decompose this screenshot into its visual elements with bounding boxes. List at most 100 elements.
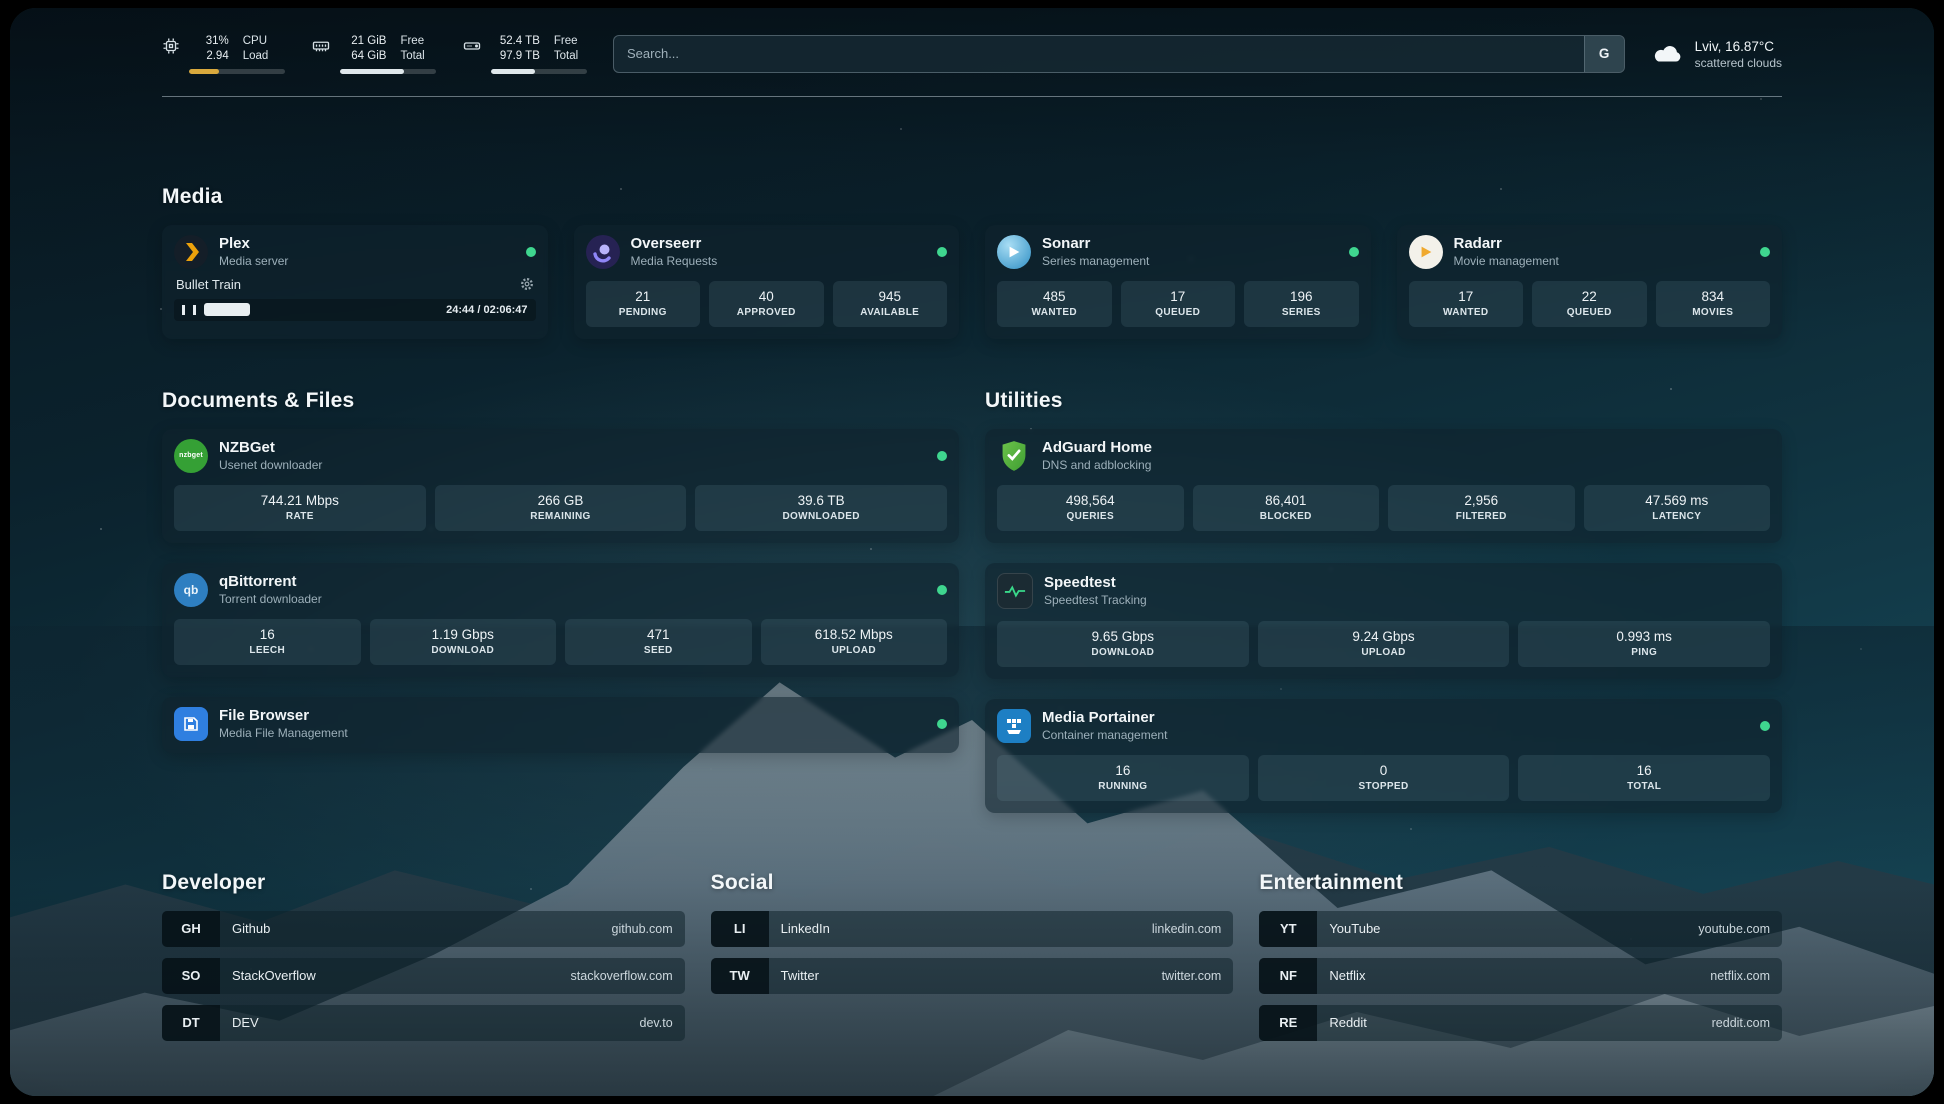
service-card-sonarr[interactable]: Sonarr Series management 485 WANTED 17 QUE… xyxy=(985,224,1371,339)
stat-value: 16 xyxy=(259,627,275,643)
progress-track[interactable] xyxy=(204,303,438,317)
bookmark-url: linkedin.com xyxy=(1151,921,1222,936)
section-title-social: Social xyxy=(710,870,774,894)
stat-value: 618.52 Mbps xyxy=(814,627,893,643)
stat-label: SERIES xyxy=(1281,307,1321,319)
status-online-dot xyxy=(937,450,947,461)
service-card-plex[interactable]: Plex Media server Bullet Train xyxy=(162,224,548,339)
weather-location: Lviv, 16.87°C xyxy=(1694,39,1775,55)
search-input[interactable] xyxy=(614,35,1584,72)
memory-widget: 21 GiB Free 64 GiB Total xyxy=(311,34,436,74)
bookmark-linkedin[interactable]: LI LinkedIn linkedin.com xyxy=(710,910,1234,947)
card-header: Sonarr Series management xyxy=(997,234,1359,269)
service-subtitle: Usenet downloader xyxy=(219,458,323,473)
documents-column: Documents & Files nzbget NZBGet Usenet d… xyxy=(162,389,959,753)
service-stats: 16 RUNNING 0 STOPPED 16 TOTAL xyxy=(997,754,1770,801)
adguard-icon xyxy=(997,439,1031,473)
service-card-adguard[interactable]: AdGuard Home DNS and adblocking 498,564 Q… xyxy=(985,428,1782,543)
stat-download: 1.19 Gbps DOWNLOAD xyxy=(369,618,556,665)
service-title: Speedtest xyxy=(1044,574,1116,592)
status-online-dot xyxy=(937,718,947,729)
stat-blocked: 86,401 BLOCKED xyxy=(1192,484,1379,531)
service-stats: 485 WANTED 17 QUEUED 196 SERIES xyxy=(997,280,1359,327)
stat-upload: 9.24 Gbps UPLOAD xyxy=(1257,620,1510,667)
weather-widget: Lviv, 16.87°C scattered clouds xyxy=(1651,38,1782,70)
stat-value: 17 xyxy=(1458,289,1474,305)
stat-label: RATE xyxy=(285,511,314,523)
stat-value: 744.21 Mbps xyxy=(260,493,339,509)
weather-condition: scattered clouds xyxy=(1694,55,1782,70)
stat-upload: 618.52 Mbps UPLOAD xyxy=(760,618,947,665)
disk-free-label: Free xyxy=(553,35,578,47)
bookmark-group-entertainment: Entertainment YT YouTube youtube.com NF … xyxy=(1259,871,1782,1041)
stat-label: STOPPED xyxy=(1358,781,1409,793)
bookmark-name: Github xyxy=(232,921,271,937)
stat-value: 47.569 ms xyxy=(1645,493,1709,509)
bookmark-youtube[interactable]: YT YouTube youtube.com xyxy=(1259,910,1782,947)
search-bar[interactable]: G xyxy=(613,34,1625,73)
bookmark-name: Netflix xyxy=(1329,968,1366,984)
cpu-usage-bar xyxy=(189,68,285,74)
bookmark-twitter[interactable]: TW Twitter twitter.com xyxy=(710,957,1234,994)
filebrowser-icon xyxy=(174,706,208,741)
section-title-documents: Documents & Files xyxy=(162,388,355,412)
bookmark-url: youtube.com xyxy=(1698,921,1770,936)
stat-filtered: 2,956 FILTERED xyxy=(1388,484,1575,531)
stat-label: RUNNING xyxy=(1098,781,1148,793)
stat-wanted: 485 WANTED xyxy=(997,280,1112,327)
plex-progress-bar[interactable]: 24:44 / 02:06:47 xyxy=(174,298,536,321)
search-provider-button[interactable]: G xyxy=(1583,35,1624,72)
stat-queued: 17 QUEUED xyxy=(1120,280,1235,327)
service-subtitle: Container management xyxy=(1042,728,1168,743)
bookmark-stackoverflow[interactable]: SO StackOverflow stackoverflow.com xyxy=(162,957,685,994)
qbittorrent-icon: qb xyxy=(174,572,208,607)
nzbget-icon-text: nzbget xyxy=(179,452,203,460)
stat-value: 485 xyxy=(1042,289,1066,305)
service-stats: 498,564 QUERIES 86,401 BLOCKED 2,956 FILTER… xyxy=(997,484,1770,531)
service-card-nzbget[interactable]: nzbget NZBGet Usenet downloader 744.21 M… xyxy=(162,428,959,543)
bookmark-name: StackOverflow xyxy=(232,968,316,984)
overseerr-icon xyxy=(585,234,620,269)
cloud-icon xyxy=(1651,42,1685,66)
stat-label: WANTED xyxy=(1443,307,1489,319)
stat-label: PING xyxy=(1631,647,1658,659)
service-subtitle: Media server xyxy=(219,254,289,269)
stat-movies: 834 MOVIES xyxy=(1655,280,1770,327)
card-header: Media Portainer Container management xyxy=(997,708,1770,743)
bookmark-reddit[interactable]: RE Reddit reddit.com xyxy=(1259,1004,1782,1041)
service-subtitle: Movie management xyxy=(1453,254,1559,269)
service-card-radarr[interactable]: Radarr Movie management 17 WANTED 22 QUEUE… xyxy=(1396,224,1782,339)
bookmark-abbr: RE xyxy=(1259,1004,1318,1041)
service-subtitle: Series management xyxy=(1042,254,1150,269)
settings-gear-icon[interactable] xyxy=(520,277,534,291)
card-titles: Speedtest Speedtest Tracking xyxy=(1044,574,1147,607)
stat-value: 39.6 TB xyxy=(797,493,845,509)
service-card-speedtest[interactable]: Speedtest Speedtest Tracking 9.65 Gbps DO… xyxy=(985,562,1782,679)
service-card-qbittorrent[interactable]: qb qBittorrent Torrent downloader 16 LEEC… xyxy=(162,562,959,677)
pause-icon[interactable] xyxy=(182,304,196,315)
stat-label: QUEUED xyxy=(1566,307,1612,319)
stat-label: DOWNLOAD xyxy=(1091,647,1155,659)
status-online-dot xyxy=(937,246,947,257)
stat-series: 196 SERIES xyxy=(1244,280,1359,327)
bookmark-github[interactable]: GH Github github.com xyxy=(162,910,685,947)
bookmark-netflix[interactable]: NF Netflix netflix.com xyxy=(1259,957,1782,994)
service-card-portainer[interactable]: Media Portainer Container management 16 R… xyxy=(985,698,1782,813)
service-card-overseerr[interactable]: Overseerr Media Requests 21 PENDING 40 APP… xyxy=(573,224,959,339)
cpu-load-label: Load xyxy=(242,50,269,63)
stat-label: AVAILABLE xyxy=(860,307,920,319)
bookmark-dev[interactable]: DT DEV dev.to xyxy=(162,1004,685,1041)
bookmark-group-social: Social LI LinkedIn linkedin.com TW Twitt… xyxy=(710,870,1234,994)
disk-total-label: Total xyxy=(553,50,579,63)
top-bar: 31% CPU 2.94 Load 21 GiB Free 64 xyxy=(162,34,1782,74)
service-stats: 9.65 Gbps DOWNLOAD 9.24 Gbps UPLOAD 0.993 … xyxy=(997,620,1770,667)
stat-value: 266 GB xyxy=(537,493,584,509)
card-titles: File Browser Media File Management xyxy=(219,707,348,740)
cpu-widget: 31% CPU 2.94 Load xyxy=(162,34,285,74)
service-card-filebrowser[interactable]: File Browser Media File Management xyxy=(162,696,959,753)
stat-downloaded: 39.6 TB DOWNLOADED xyxy=(695,484,947,531)
stat-value: 21 xyxy=(635,289,651,305)
stat-label: TOTAL xyxy=(1627,781,1662,793)
stat-value: 16 xyxy=(1636,763,1652,779)
stat-value: 22 xyxy=(1581,289,1597,305)
